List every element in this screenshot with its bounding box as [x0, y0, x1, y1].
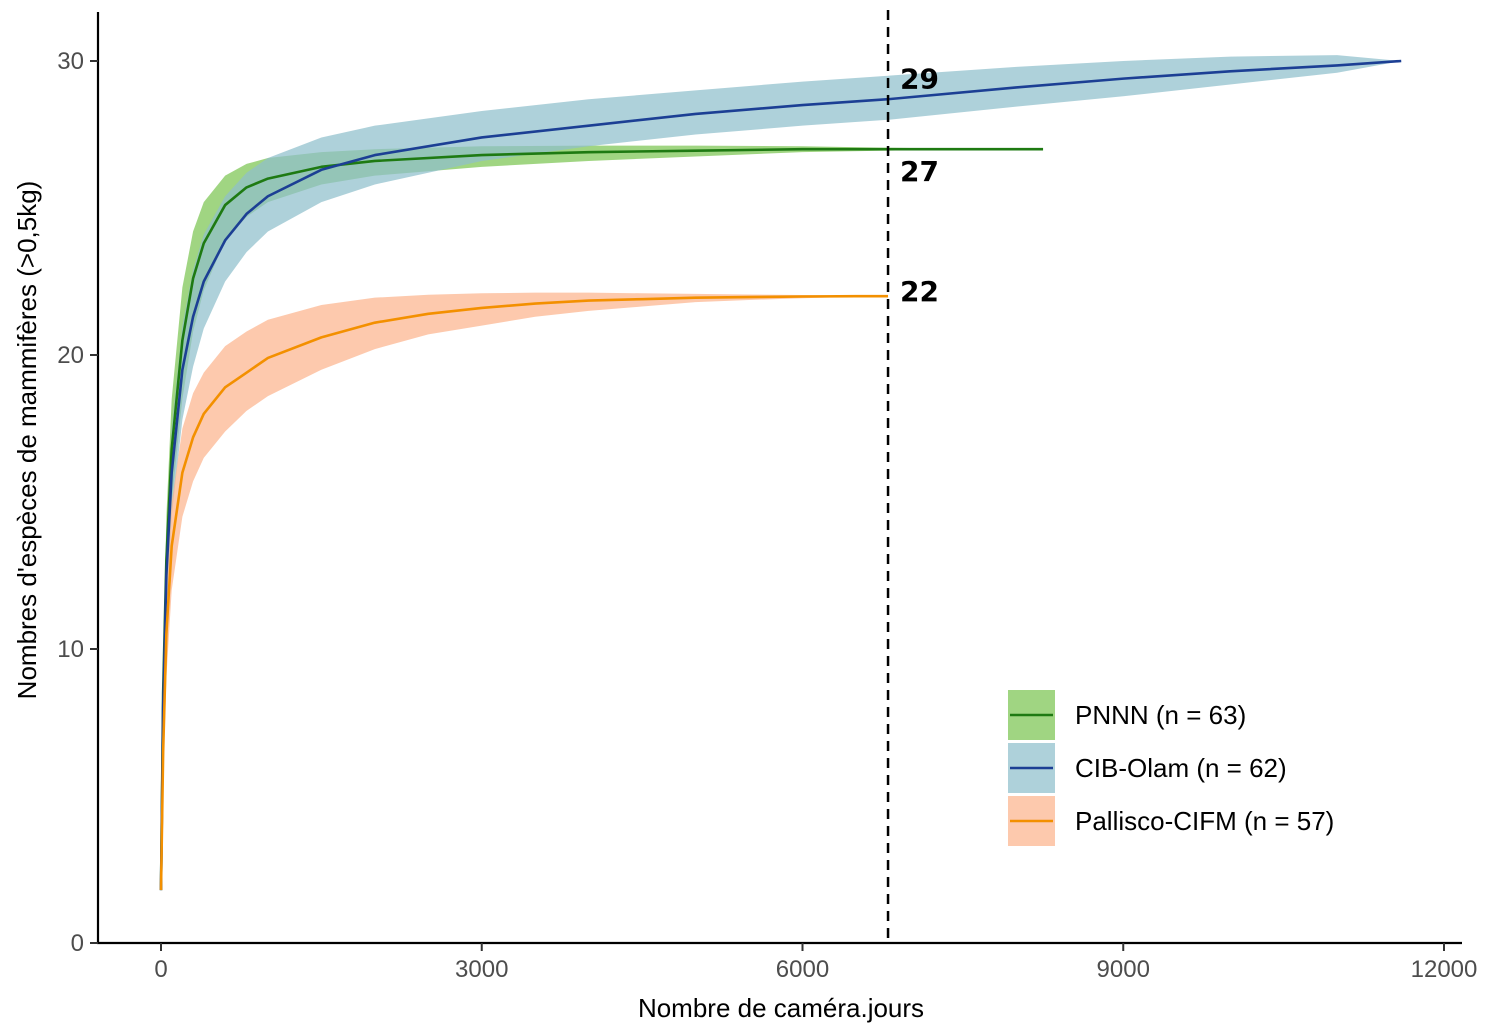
line-pallisco-cifm-n-57	[159, 294, 889, 891]
x-tick-label-3000: 3000	[455, 956, 508, 983]
y-tick-label-20: 20	[57, 342, 84, 369]
axes: 0 3000 6000 9000 12000 0 10 20 30	[57, 12, 1477, 983]
annotation-27: 27	[900, 155, 939, 188]
series-lines	[159, 59, 1402, 891]
confidence-bands	[161, 55, 1402, 891]
annotation-22: 22	[900, 275, 939, 308]
x-tick-label-0: 0	[154, 956, 167, 983]
x-axis-title: Nombre de caméra.jours	[638, 993, 924, 1023]
legend-item-pallisco-cifm-n-57: Pallisco-CIFM (n = 57)	[1008, 796, 1334, 846]
line-cib-olam-n-62	[159, 59, 1402, 891]
y-tick-label-30: 30	[57, 48, 84, 75]
band-pallisco-cifm-n-57	[161, 292, 889, 891]
legend-label-pallisco-cifm-n-57: Pallisco-CIFM (n = 57)	[1075, 806, 1334, 836]
y-axis-title: Nombres d'espèces de mammifères (>0,5kg)	[12, 181, 42, 700]
legend-label-cib-olam-n-62: CIB-Olam (n = 62)	[1075, 753, 1287, 783]
y-tick-label-0: 0	[71, 930, 84, 957]
band-pnnn-n-63	[161, 145, 1044, 891]
line-pnnn-n-63	[159, 147, 1044, 891]
legend-item-pnnn-n-63: PNNN (n = 63)	[1008, 690, 1246, 740]
legend-label-pnnn-n-63: PNNN (n = 63)	[1075, 700, 1246, 730]
legend-item-cib-olam-n-62: CIB-Olam (n = 62)	[1008, 743, 1287, 793]
x-tick-label-12000: 12000	[1411, 956, 1478, 983]
annotations: 29 27 22	[900, 62, 939, 308]
annotation-29: 29	[900, 62, 939, 95]
x-tick-label-6000: 6000	[776, 956, 829, 983]
y-tick-label-10: 10	[57, 636, 84, 663]
x-tick-label-9000: 9000	[1097, 956, 1150, 983]
legend: PNNN (n = 63) CIB-Olam (n = 62) Pallisco-C…	[1008, 690, 1334, 846]
